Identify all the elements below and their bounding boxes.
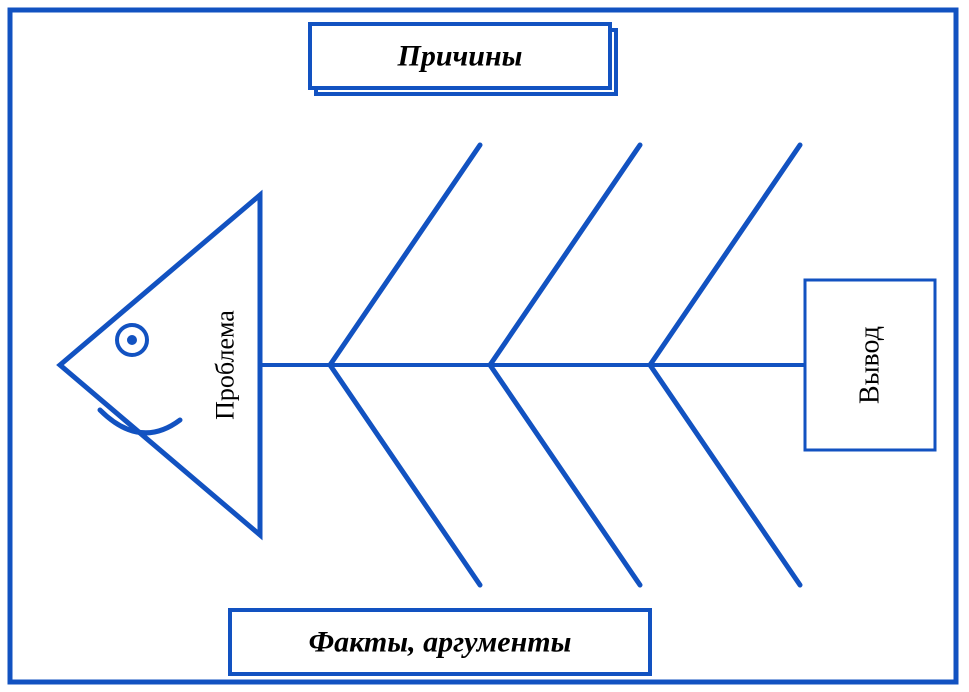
top-box-label: Причины [397,40,523,73]
bottom-box-label: Факты, аргументы [309,626,572,659]
fish-eye-inner [127,335,137,345]
fish-head-label: Проблема [211,310,240,420]
fishbone-diagram: Причины Факты, аргументы Вывод Проблема [0,0,969,692]
tail-box-label: Вывод [855,326,886,404]
